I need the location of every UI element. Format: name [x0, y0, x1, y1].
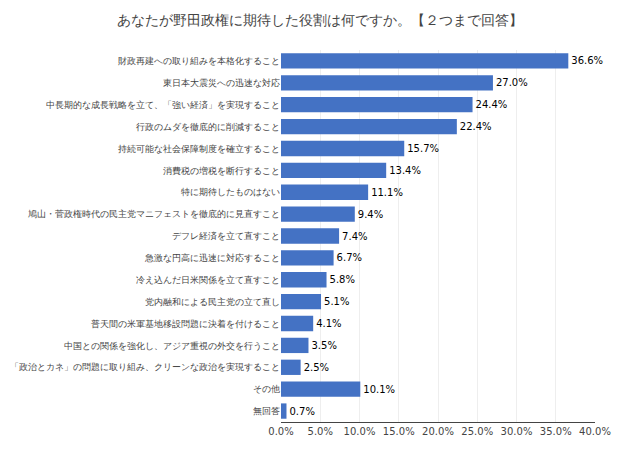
- svg-text:0.0%: 0.0%: [268, 426, 293, 437]
- svg-text:22.4%: 22.4%: [460, 121, 492, 132]
- svg-text:行政のムダを徹底的に削減すること: 行政のムダを徹底的に削減すること: [136, 122, 280, 132]
- svg-text:40.0%: 40.0%: [579, 426, 611, 437]
- svg-text:中国との関係を強化し、アジア重視の外交を行うこと: 中国との関係を強化し、アジア重視の外交を行うこと: [64, 341, 280, 351]
- svg-text:その他: その他: [253, 384, 280, 394]
- svg-text:持続可能な社会保障制度を確立すること: 持続可能な社会保障制度を確立すること: [118, 144, 280, 154]
- svg-text:10.0%: 10.0%: [344, 426, 376, 437]
- svg-text:6.7%: 6.7%: [337, 252, 362, 263]
- svg-text:7.4%: 7.4%: [342, 231, 367, 242]
- svg-text:デフレ経済を立て直すこと: デフレ経済を立て直すこと: [172, 231, 280, 241]
- svg-text:財政再建への取り組みを本格化すること: 財政再建への取り組みを本格化すること: [118, 56, 280, 66]
- svg-text:13.4%: 13.4%: [389, 165, 421, 176]
- svg-text:35.0%: 35.0%: [540, 426, 572, 437]
- svg-text:11.1%: 11.1%: [371, 187, 403, 198]
- svg-text:急激な円高に迅速に対応すること: 急激な円高に迅速に対応すること: [144, 253, 280, 263]
- svg-text:27.0%: 27.0%: [496, 77, 528, 88]
- svg-text:15.7%: 15.7%: [407, 143, 439, 154]
- svg-text:10.1%: 10.1%: [363, 384, 395, 395]
- svg-text:2.5%: 2.5%: [304, 362, 329, 373]
- svg-text:15.0%: 15.0%: [383, 426, 415, 437]
- svg-text:冷え込んだ日米関係を立て直すこと: 冷え込んだ日米関係を立て直すこと: [136, 275, 280, 285]
- svg-text:東日本大震災への迅速な対応: 東日本大震災への迅速な対応: [163, 78, 280, 88]
- svg-text:0.7%: 0.7%: [289, 406, 314, 417]
- svg-text:20.0%: 20.0%: [422, 426, 454, 437]
- svg-text:中長期的な成長戦略を立て、「強い経済」を実現すること: 中長期的な成長戦略を立て、「強い経済」を実現すること: [46, 100, 280, 110]
- svg-text:5.1%: 5.1%: [324, 296, 349, 307]
- svg-text:36.6%: 36.6%: [571, 55, 603, 66]
- svg-text:4.1%: 4.1%: [316, 318, 341, 329]
- svg-text:5.0%: 5.0%: [308, 426, 333, 437]
- svg-text:24.4%: 24.4%: [476, 99, 508, 110]
- svg-text:25.0%: 25.0%: [461, 426, 493, 437]
- svg-text:党内融和による民主党の立て直し: 党内融和による民主党の立て直し: [145, 297, 280, 307]
- svg-text:消費税の増税を断行すること: 消費税の増税を断行すること: [163, 166, 280, 176]
- svg-text:あなたが野田政権に期待した役割は何ですか。【２つまで回答】: あなたが野田政権に期待した役割は何ですか。【２つまで回答】: [117, 12, 523, 28]
- svg-text:3.5%: 3.5%: [311, 340, 336, 351]
- svg-text:5.8%: 5.8%: [330, 274, 355, 285]
- svg-text:普天間の米軍基地移設問題に決着を付けること: 普天間の米軍基地移設問題に決着を付けること: [91, 319, 280, 329]
- svg-text:「政治とカネ」の問題に取り組み、クリーンな政治を実現すること: 「政治とカネ」の問題に取り組み、クリーンな政治を実現すること: [10, 362, 280, 372]
- svg-text:鳩山・菅政権時代の民主党マニフェストを徹底的に見直すこと: 鳩山・菅政権時代の民主党マニフェストを徹底的に見直すこと: [28, 209, 280, 219]
- svg-text:無回答: 無回答: [253, 406, 280, 416]
- svg-text:特に期待したものはない: 特に期待したものはない: [181, 187, 280, 197]
- svg-text:30.0%: 30.0%: [501, 426, 533, 437]
- svg-text:9.4%: 9.4%: [358, 209, 383, 220]
